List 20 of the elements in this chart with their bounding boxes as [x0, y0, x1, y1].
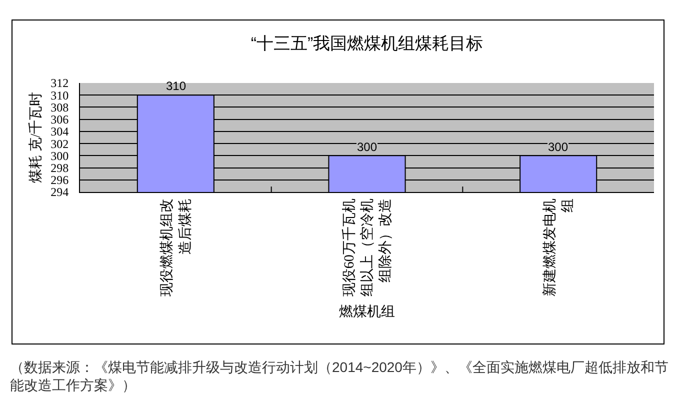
x-tick-label: 新建燃煤发电机组 — [542, 198, 576, 297]
data-label: 300 — [357, 140, 378, 154]
y-tick-label: 296 — [50, 173, 69, 188]
x-tick-label: 现役燃煤机组改造后煤耗 — [159, 198, 194, 297]
y-tick-label: 304 — [50, 124, 69, 139]
y-tick-label: 308 — [50, 100, 69, 114]
x-tick-label: 现役60万千瓦机组以上（空冷机组除外）改造 — [341, 198, 394, 297]
y-tick-label: 310 — [50, 88, 69, 102]
data-label: 310 — [166, 79, 186, 93]
y-tick-label: 298 — [50, 160, 69, 175]
text: （数据来源：《煤电节能减排升级与改造行动计划（2014~2020年）》、《全面实施燃煤电厂超低排放和节能改造工作方案》） — [10, 359, 668, 394]
y-axis-title: 煤耗 克/千瓦时 — [28, 92, 44, 184]
y-tick-label: 294 — [50, 185, 69, 200]
y-tick-label: 312 — [50, 76, 69, 90]
x-axis-title: 燃煤机组 — [339, 302, 395, 319]
data-label: 300 — [548, 140, 568, 154]
y-tick-label: 306 — [50, 112, 69, 127]
chart-title: “十三五”我国燃煤机组煤耗目标 — [250, 34, 484, 53]
y-tick-label: 302 — [50, 136, 69, 151]
y-tick-label: 300 — [50, 148, 69, 163]
